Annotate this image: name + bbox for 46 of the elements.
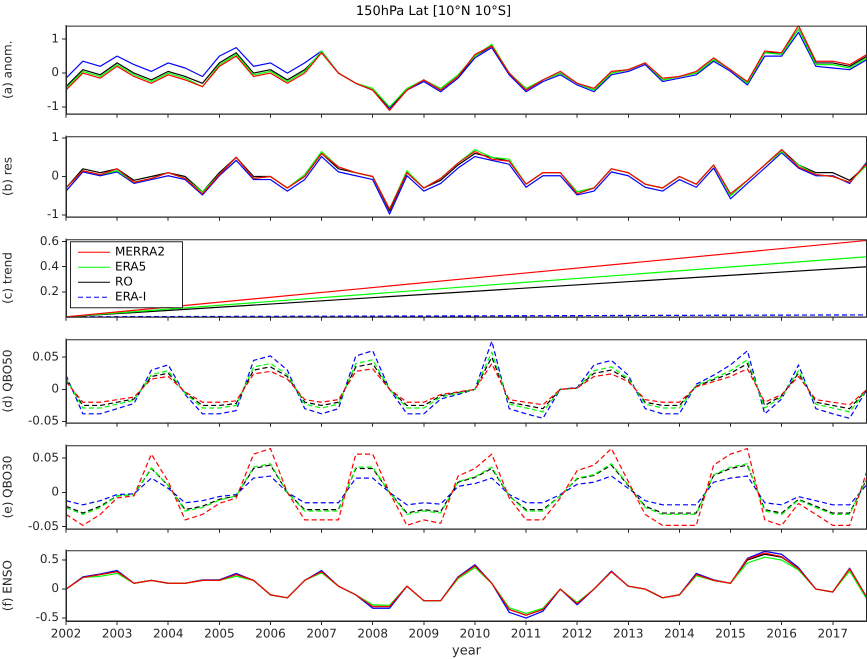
- x-tick-label: 2011: [510, 626, 542, 640]
- x-tick-label: 2017: [817, 626, 848, 640]
- y-axis-title: (b) res: [0, 156, 14, 196]
- y-tick-label: 0.05: [32, 349, 59, 364]
- y-tick-label: -1: [47, 99, 59, 114]
- x-tick-label: 2009: [408, 626, 440, 640]
- legend-label: ERA5: [115, 259, 146, 274]
- y-tick-label: -1: [47, 207, 59, 222]
- y-tick-label: 1: [51, 31, 59, 46]
- x-tick-label: 2006: [255, 626, 286, 640]
- x-tick-label: 2004: [152, 626, 184, 640]
- y-tick-label: 0: [51, 484, 59, 499]
- y-tick-label: 0: [51, 65, 59, 80]
- y-tick-label: -0.05: [28, 414, 59, 428]
- y-tick-label: 0: [51, 381, 59, 396]
- y-axis-title: (c) trend: [0, 252, 14, 304]
- x-tick-label: 2008: [357, 626, 388, 640]
- y-tick-label: -0.05: [28, 518, 59, 533]
- y-tick-label: 0.05: [32, 450, 59, 464]
- legend-label: RO: [115, 274, 133, 288]
- legend-label: MERRA2: [115, 244, 165, 258]
- y-tick-label: 1: [51, 130, 59, 144]
- y-axis-title: (a) anom.: [0, 40, 14, 99]
- x-tick-label: 2007: [306, 626, 337, 640]
- y-axis-title: (e) QBO30: [0, 456, 14, 518]
- x-axis-title: year: [452, 644, 482, 659]
- x-tick-label: 2005: [204, 626, 235, 640]
- y-tick-label: 0.4: [40, 258, 59, 273]
- y-tick-label: 0.2: [40, 284, 59, 298]
- y-tick-label: 0: [51, 581, 59, 596]
- y-tick-label: 0.6: [40, 234, 59, 248]
- y-axis-title: (d) QBO50: [0, 350, 14, 412]
- x-tick-label: 2013: [613, 626, 644, 640]
- legend-label: ERA-I: [115, 289, 146, 304]
- chart-title: 150hPa Lat [10°N 10°S]: [356, 4, 512, 20]
- x-tick-label: 2002: [50, 626, 82, 640]
- x-tick-label: 2015: [715, 626, 746, 640]
- y-tick-label: 0.5: [40, 552, 59, 566]
- y-tick-label: -0.5: [36, 610, 59, 624]
- x-tick-label: 2003: [102, 626, 132, 640]
- x-tick-label: 2012: [562, 626, 592, 640]
- x-tick-label: 2014: [664, 626, 695, 640]
- y-axis-title: (f) ENSO: [0, 560, 14, 612]
- x-tick-label: 2010: [460, 626, 490, 640]
- y-tick-label: 0: [51, 168, 59, 183]
- x-tick-label: 2016: [766, 626, 797, 640]
